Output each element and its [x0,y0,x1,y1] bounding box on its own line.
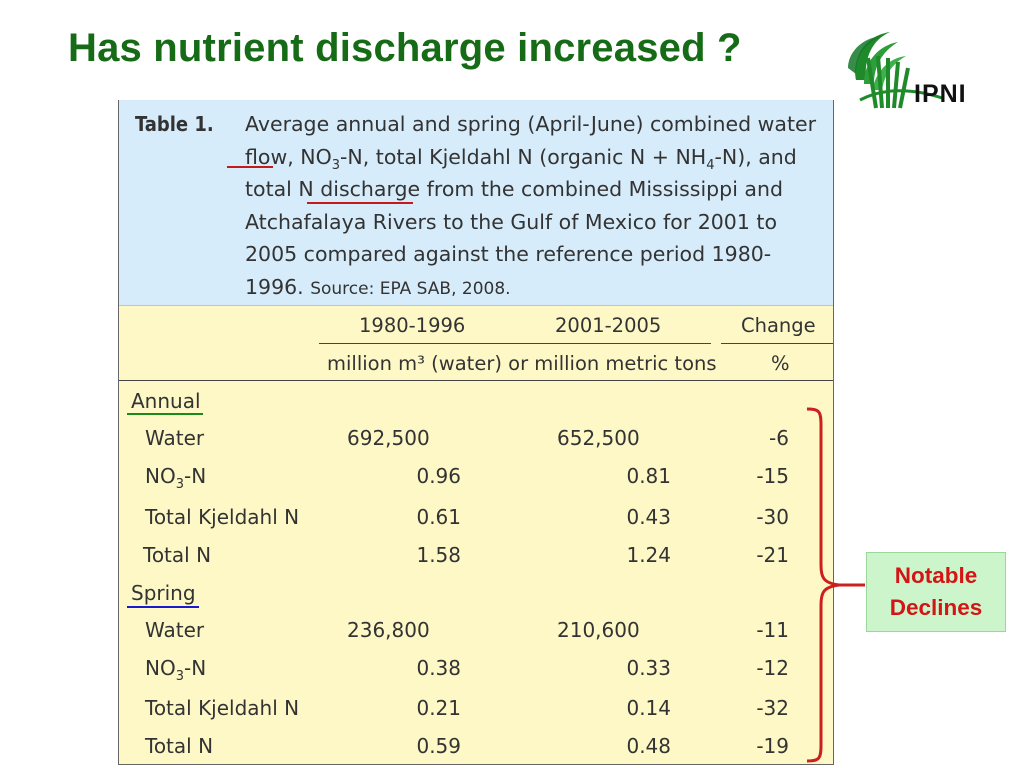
discharge-underline [307,202,413,204]
caption-line: Average annual and spring (April-June) c… [245,112,817,136]
row-change: -30 [756,505,789,529]
row-label: Total Kjeldahl N [145,505,300,529]
row-label: Total Kjeldahl N [145,696,300,720]
callout-line2: Declines [889,595,983,620]
units-header: million m³ (water) or million metric ton… [327,352,717,375]
row-change: -32 [756,696,789,720]
row-label: Water [145,426,205,450]
row-value-1980: 236,800 [347,618,430,642]
row-value-2001: 0.33 [626,656,671,680]
curly-bracket [806,407,865,763]
row-value-2001: 0.48 [626,734,671,758]
header-rule-periods [319,343,711,344]
row-change: -21 [756,543,789,567]
row-change: -15 [756,464,789,488]
row-value-2001: 210,600 [557,618,640,642]
caption-line: flow, NO3-N, total Kjeldahl N (organic N… [245,144,797,173]
row-value-1980: 0.21 [416,696,461,720]
header-rule-change [721,343,833,344]
caption-end: 1996. [245,274,304,299]
row-value-1980: 0.61 [416,505,461,529]
caption-line: Atchafalaya Rivers to the Gulf of Mexico… [245,209,777,234]
row-value-2001: 652,500 [557,426,640,450]
caption-line: 2005 compared against the reference peri… [245,242,772,266]
row-value-1980: 692,500 [347,426,430,450]
table-source: Source: EPA SAB, 2008. [310,278,511,299]
notable-declines-callout: Notable Declines [866,552,1006,632]
row-label: NO3-N [145,464,207,492]
row-value-1980: 0.38 [416,656,461,680]
row-value-2001: 0.81 [626,464,671,488]
flow-underline [227,166,273,168]
logo-text: IPNI [914,80,967,108]
row-change: -12 [756,656,789,680]
annual-underline [127,413,203,415]
row-change: -11 [756,618,789,642]
change-units-header: % [771,352,790,375]
slide-title: Has nutrient discharge increased ? [68,26,742,70]
row-label: Water [145,618,205,642]
table-panel: Table 1. Average annual and spring (Apri… [118,100,834,764]
spring-underline [127,606,199,608]
row-label: Total N [145,734,214,758]
section-spring: Spring [131,581,196,605]
table-caption-box: Table 1. Average annual and spring (Apri… [119,100,833,306]
row-value-1980: 0.96 [416,464,461,488]
header-rule-bottom [119,380,833,381]
row-value-2001: 0.14 [626,696,671,720]
row-value-1980: 1.58 [416,543,461,567]
caption-line-last: 1996. Source: EPA SAB, 2008. [245,271,511,306]
row-value-1980: 0.59 [416,734,461,758]
row-value-2001: 1.24 [626,543,671,567]
row-value-2001: 0.43 [626,505,671,529]
section-annual: Annual [131,389,201,413]
callout-line1: Notable [894,563,978,588]
table-bottom-border [118,764,834,765]
ipni-logo [848,32,943,109]
row-label: NO3-N [145,656,207,684]
caption-line: total N discharge from the combined Miss… [245,177,783,201]
col-header-period2: 2001-2005 [555,314,662,337]
col-header-change: Change [741,314,816,337]
row-change: -19 [756,734,789,758]
table-label: Table 1. [135,112,214,136]
row-label: Total N [143,543,212,567]
row-change: -6 [769,426,789,450]
col-header-period1: 1980-1996 [359,314,466,337]
